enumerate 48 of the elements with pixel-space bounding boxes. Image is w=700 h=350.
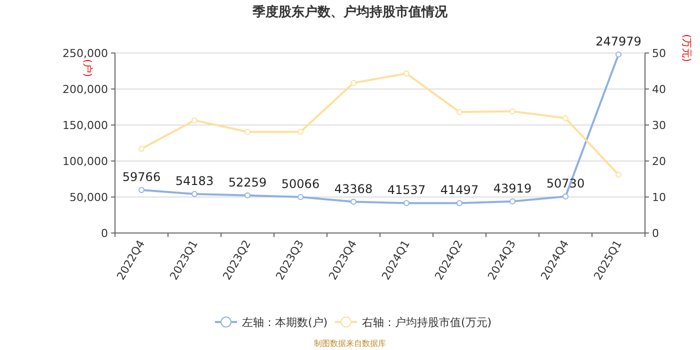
y2-tick-label: 10	[652, 191, 666, 204]
y2-tick-label: 0	[652, 227, 659, 240]
point	[244, 128, 250, 135]
point	[510, 198, 516, 204]
point	[350, 198, 356, 205]
text: 制图数据来自数据库	[314, 339, 386, 348]
y-tick-label: 0	[101, 227, 108, 240]
point	[562, 193, 568, 200]
y2-tick-label: 20	[652, 155, 666, 168]
y-tick-label: 50,000	[70, 191, 108, 204]
point	[404, 200, 410, 206]
y2-tick-label: 40	[652, 83, 666, 96]
point	[350, 80, 356, 86]
y2-tick-label: 30	[652, 119, 666, 132]
data-label: 59766	[122, 170, 161, 184]
data-label: 54183	[175, 174, 214, 188]
y2-tick-label: 50	[652, 47, 666, 60]
point	[456, 200, 462, 206]
chart-title: 季度股东户数、户均持股市值情况	[252, 4, 448, 20]
point	[138, 146, 144, 152]
point	[456, 109, 462, 116]
y-tick-label: 250,000	[62, 47, 108, 60]
data-label: 41537	[387, 183, 426, 198]
point	[244, 192, 250, 198]
point	[616, 51, 622, 58]
y-axis-title: (户)	[82, 59, 94, 77]
point	[298, 128, 304, 135]
data-label: 43919	[493, 181, 532, 196]
legend-label: 左轴：本期数(户)	[242, 316, 328, 329]
point	[138, 186, 144, 193]
data-label: 52259	[228, 175, 267, 190]
point	[510, 108, 516, 114]
legend-label: 右轴：户均持股市值(万元)	[362, 316, 492, 329]
data-label: 247979	[596, 34, 642, 48]
point	[192, 117, 198, 124]
data-label: 50066	[281, 176, 320, 191]
y-tick-label: 200,000	[62, 83, 108, 96]
point	[404, 70, 410, 77]
point	[616, 172, 622, 178]
point	[192, 190, 198, 197]
point	[298, 194, 304, 200]
y-tick-label: 100,000	[62, 155, 108, 168]
data-label: 41497	[440, 183, 479, 198]
data-label: 50730	[546, 176, 585, 190]
data-label: 43368	[334, 182, 373, 196]
y-tick-label: 150,000	[62, 119, 108, 132]
y2-axis-title: (万元)	[680, 34, 692, 62]
point	[562, 115, 568, 122]
